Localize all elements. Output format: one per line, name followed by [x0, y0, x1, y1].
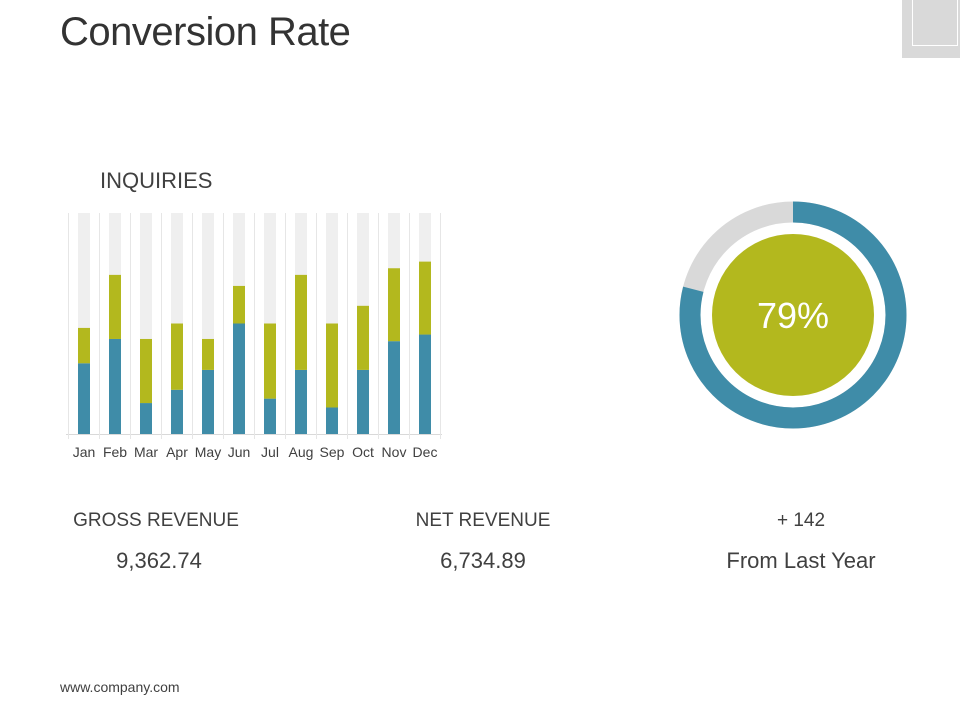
corner-decoration [902, 0, 960, 58]
bar-green-aug [295, 274, 307, 370]
bar-green-mar [140, 338, 152, 404]
donut-value-arc [679, 201, 907, 429]
bar-green-feb [109, 274, 121, 339]
bar-blue-dec [419, 334, 431, 434]
bar-blue-mar [140, 403, 152, 434]
donut-percentage-label: 79% [757, 295, 829, 336]
x-tick-label-aug: Aug [289, 444, 314, 460]
x-tick-label-jun: Jun [228, 444, 251, 460]
change-count-label: + 142 [776, 510, 826, 531]
net-revenue-label: NET REVENUE [415, 510, 551, 531]
x-tick-label-nov: Nov [382, 444, 407, 460]
x-tick-label-feb: Feb [103, 444, 127, 460]
net-revenue-value: 6,734.89 [440, 548, 526, 573]
bar-green-dec [419, 261, 431, 335]
conversion-donut-chart: 79% [679, 201, 907, 429]
bar-green-jun [233, 285, 245, 324]
bar-green-may [202, 338, 214, 370]
bar-blue-jan [78, 363, 90, 434]
x-tick-label-apr: Apr [166, 444, 188, 460]
bar-green-nov [388, 268, 400, 342]
page-title: Conversion Rate [60, 10, 351, 54]
bar-green-jul [264, 323, 276, 399]
x-tick-label-may: May [195, 444, 221, 460]
bar-blue-oct [357, 369, 369, 434]
donut-center [712, 234, 874, 396]
bar-blue-nov [388, 341, 400, 434]
gross-revenue-value: 9,362.74 [116, 548, 202, 573]
bar-green-oct [357, 305, 369, 370]
x-tick-label-sep: Sep [320, 444, 345, 460]
gross-revenue-label: GROSS REVENUE [73, 510, 239, 531]
x-tick-label-oct: Oct [352, 444, 374, 460]
bar-green-apr [171, 323, 183, 390]
bar-green-sep [326, 323, 338, 408]
footer-url: www.company.com [60, 679, 180, 695]
bar-blue-may [202, 369, 214, 434]
bar-blue-jun [233, 323, 245, 434]
bar-green-jan [78, 327, 90, 364]
bar-blue-sep [326, 407, 338, 434]
x-tick-label-jan: Jan [73, 444, 96, 460]
x-tick-label-jul: Jul [261, 444, 279, 460]
bar-blue-feb [109, 338, 121, 434]
change-description: From Last Year [726, 548, 876, 573]
x-tick-label-dec: Dec [413, 444, 438, 460]
inquiries-chart-title: INQUIRIES [100, 168, 213, 193]
bar-blue-apr [171, 389, 183, 434]
x-tick-label-mar: Mar [134, 444, 158, 460]
bar-blue-jul [264, 398, 276, 434]
bar-blue-aug [295, 369, 307, 434]
inquiries-bar-chart: Jan Feb Mar Apr May Jun Jul Aug Sep Oct Nov Dec [66, 213, 442, 460]
